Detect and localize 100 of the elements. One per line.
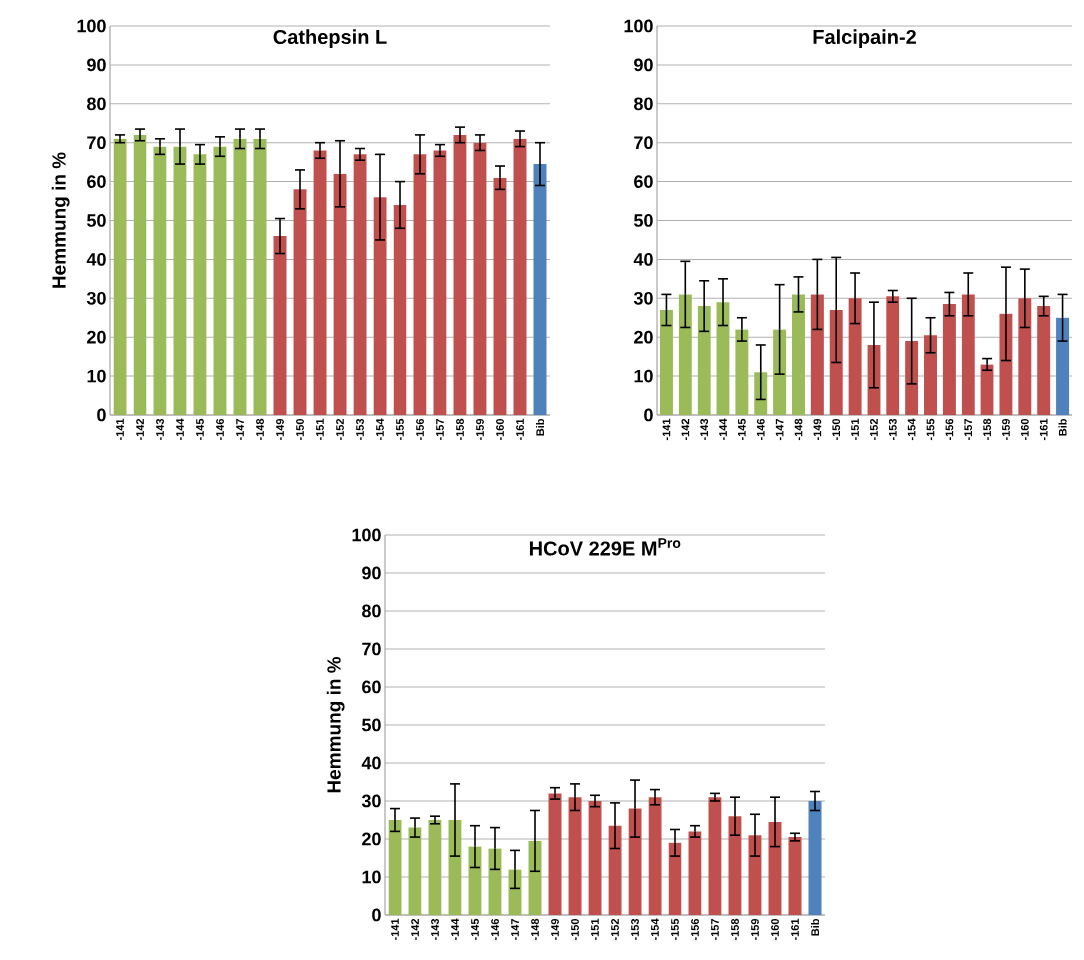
bar [413, 154, 427, 415]
y-tick-label: 50 [634, 214, 653, 227]
bar [810, 294, 824, 415]
bar [493, 177, 507, 415]
x-tick-label: -160 [1020, 418, 1029, 441]
x-tick-label: -143 [431, 918, 439, 941]
bar [961, 294, 975, 415]
y-tick-label: 90 [634, 58, 653, 72]
bar [999, 313, 1013, 415]
bar [468, 846, 482, 915]
bar [528, 840, 542, 915]
bar [453, 134, 467, 415]
x-tick-label: -158 [983, 418, 992, 441]
bar [353, 154, 367, 415]
x-tick-label: -153 [888, 418, 897, 441]
x-tick-label: -161 [1039, 418, 1048, 441]
y-tick-label: 100 [352, 528, 381, 542]
y-tick-label: 10 [634, 369, 653, 383]
x-tick-label: -146 [491, 918, 499, 941]
x-tick-label: Bib [810, 918, 820, 936]
bar [668, 842, 682, 915]
x-tick-label: -153 [631, 918, 639, 941]
bar [588, 800, 602, 915]
x-tick-label: -150 [571, 918, 579, 941]
bar [433, 150, 447, 415]
y-tick-label: 60 [87, 175, 106, 188]
bar [213, 146, 227, 415]
y-tick-label: 40 [633, 253, 653, 266]
bar [628, 808, 642, 915]
x-tick-label: -152 [611, 918, 619, 941]
x-tick-label: -161 [791, 918, 799, 941]
bar [548, 793, 562, 915]
bar [393, 204, 407, 415]
x-tick-label: -154 [651, 918, 659, 941]
y-tick-label: 40 [86, 253, 106, 266]
bar [373, 197, 387, 415]
bar [848, 298, 862, 415]
x-tick-label: -157 [436, 419, 444, 441]
bar [533, 164, 547, 415]
x-tick-label: -142 [681, 418, 690, 441]
x-tick-label: -161 [516, 418, 524, 441]
x-tick-label: -156 [945, 418, 954, 441]
bar [678, 294, 692, 415]
bar [735, 329, 749, 415]
bar [488, 848, 502, 915]
x-tick-label: Bib [1058, 418, 1067, 436]
bar [473, 142, 487, 415]
bar [886, 296, 900, 415]
x-tick-label: -152 [336, 418, 344, 441]
x-tick-label: -151 [316, 418, 324, 441]
x-tick-label: -143 [156, 418, 164, 441]
x-tick-label: -143 [700, 418, 709, 441]
x-tick-label: -159 [1002, 418, 1010, 441]
x-tick-label: -145 [471, 918, 479, 941]
x-tick-label: -141 [391, 918, 399, 941]
bar [333, 173, 347, 415]
x-tick-label: -144 [719, 418, 727, 441]
x-tick-label: -154 [907, 418, 916, 441]
y-tick-label: 30 [361, 794, 381, 808]
y-tick-label: 60 [362, 680, 381, 694]
x-tick-label: -158 [731, 918, 739, 941]
x-tick-label: -149 [276, 418, 284, 441]
chart-title: HCoV 229E M$^{Pro}$ [529, 538, 681, 556]
x-tick-label: -148 [531, 918, 539, 941]
bar [688, 831, 702, 915]
y-tick-label: 50 [362, 718, 381, 732]
x-tick-label: -146 [216, 418, 224, 441]
y-axis-title: Hemmung in % [51, 152, 70, 288]
bar [253, 138, 267, 415]
bar [1056, 317, 1070, 415]
y-tick-label: 100 [77, 19, 106, 33]
y-tick-label: 20 [362, 832, 381, 846]
x-tick-label: -154 [376, 418, 384, 441]
x-tick-label: -153 [356, 418, 364, 441]
x-tick-label: -156 [691, 918, 699, 941]
x-tick-label: -149 [813, 418, 822, 441]
bar [788, 837, 802, 915]
x-tick-label: -155 [671, 918, 679, 941]
x-tick-label: -142 [411, 918, 419, 941]
bar [829, 309, 843, 415]
x-tick-label: -150 [832, 418, 841, 441]
x-tick-label: -160 [496, 418, 504, 441]
x-tick-label: -160 [771, 918, 779, 941]
y-tick-label: 0 [372, 908, 381, 922]
bar [808, 800, 822, 915]
x-tick-label: -145 [738, 418, 746, 441]
x-tick-label: -157 [964, 419, 973, 441]
y-tick-label: 10 [87, 369, 106, 383]
bar [568, 797, 582, 915]
y-tick-label: 20 [634, 330, 653, 344]
bar [513, 138, 527, 415]
bar [1018, 298, 1032, 415]
x-tick-label: -148 [256, 418, 264, 441]
bar [708, 797, 722, 915]
bar [428, 819, 442, 915]
bar [193, 154, 207, 415]
y-tick-label: 70 [87, 136, 106, 150]
bar [768, 821, 782, 915]
bar [608, 825, 622, 915]
bar [1037, 306, 1051, 415]
